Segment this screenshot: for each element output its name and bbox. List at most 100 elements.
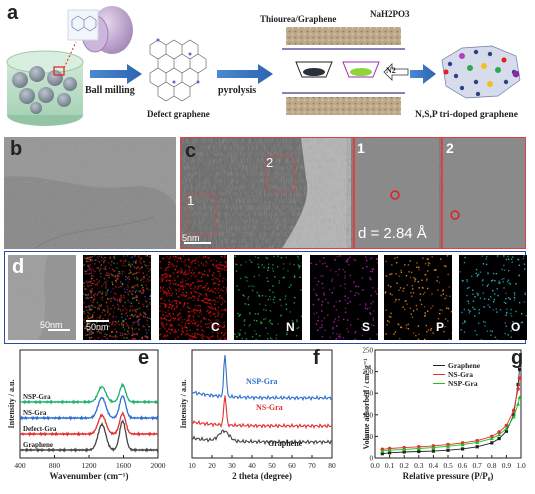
bet-point	[461, 447, 465, 451]
bet-point	[446, 444, 450, 448]
scale-bar-c: 5nm	[182, 233, 200, 243]
ball-mill-jar	[6, 41, 84, 126]
bet-line-nsp-gra	[382, 397, 520, 452]
x-tick-label: 40	[248, 461, 256, 470]
xrd-line-ns-gra	[191, 395, 333, 430]
bet-point	[497, 430, 501, 434]
y-tick-label: 150	[363, 390, 374, 398]
y-tick-label: 0	[370, 455, 374, 463]
x-tick-label: 50	[268, 461, 276, 470]
bet-point	[446, 448, 450, 452]
raman-line-defect-gra	[19, 411, 159, 437]
xrd-legend-nsp-gra: NSP-Gra	[246, 377, 278, 386]
bet-point	[416, 446, 421, 451]
bet-point	[490, 434, 494, 439]
label-n2: N2	[386, 66, 396, 75]
bet-point	[380, 452, 384, 456]
xrd-chart-f: 10 20 30 40 50 60 70 80 2 theta (degree) Intensit…	[179, 349, 336, 481]
x-axis-label: 2 theta (degree)	[232, 471, 292, 481]
y-tick-label: 100	[363, 411, 374, 419]
x-tick-label: 0.8	[487, 461, 497, 470]
panel-label-a: a	[7, 2, 19, 24]
bet-point	[497, 432, 502, 437]
bet-legend-nsp-gra: NSP-Gra	[448, 379, 478, 388]
x-tick-label: 0.3	[414, 461, 424, 470]
x-axis-label: Wavenumber (cm⁻¹)	[49, 471, 128, 481]
bet-point	[387, 448, 392, 452]
x-tick-label: 30	[228, 461, 236, 470]
label-pyrolysis: pyrolysis	[218, 85, 257, 96]
eds-label-n: N	[286, 320, 295, 334]
x-tick-label: 0.7	[473, 461, 483, 470]
raman-chart-e: 400 800 1200 1600 2000 Wavenumber (cm⁻¹) Inten…	[7, 349, 166, 481]
label-ball-milling: Ball milling	[85, 85, 135, 96]
x-tick-label: 800	[49, 461, 61, 470]
bet-point	[402, 450, 406, 454]
bet-legend-ns-gra: NS-Gra	[448, 370, 473, 379]
raman-legend-nsp-gra: NSP-Gra	[23, 393, 51, 401]
arrow-ball-milling	[90, 64, 142, 84]
x-tick-label: 60	[288, 461, 296, 470]
panel-label-c: c	[185, 140, 197, 162]
defect-graphene-lattice	[149, 38, 207, 102]
bet-point	[402, 447, 407, 451]
tem-image-b	[4, 137, 176, 249]
arrow-product	[410, 64, 436, 84]
hrtem-image-c	[180, 137, 526, 249]
bet-point	[475, 440, 480, 445]
region-label-1: 1	[187, 193, 195, 208]
eds-label-c: C	[211, 320, 220, 334]
bet-point	[512, 413, 516, 417]
x-tick-label: 0.2	[400, 461, 410, 470]
x-tick-label: 0.0	[370, 461, 380, 470]
x-tick-label: 400	[14, 461, 26, 470]
x-tick-label: 1600	[116, 461, 131, 470]
doped-graphene-sheet	[441, 45, 521, 99]
label-defect-graphene: Defect graphene	[147, 109, 210, 119]
bet-point	[380, 449, 385, 453]
milling-lid	[67, 6, 133, 54]
bet-point	[517, 376, 522, 380]
d-spacing-label: d = 2.84 Å	[358, 225, 427, 242]
x-tick-label: 2000	[151, 461, 166, 470]
zoom-label-2: 2	[446, 140, 454, 156]
label-nah2po3: NaH2PO3	[370, 9, 410, 19]
scale-bar-d1: 50nm	[40, 320, 63, 330]
x-tick-label: 70	[308, 461, 316, 470]
bet-line-ns-gra	[382, 378, 520, 450]
xrd-line-nsp-gra	[191, 355, 333, 402]
y-tick-label: 200	[363, 368, 374, 376]
eds-label-o: O	[511, 320, 521, 334]
panel-label-d: d	[12, 256, 25, 278]
panel-label-g: g	[511, 347, 524, 369]
schematic-diagram	[6, 6, 521, 126]
x-tick-label: 0.6	[458, 461, 468, 470]
bet-point	[431, 445, 436, 450]
label-thiourea-graphene: Thiourea/Graphene	[260, 14, 337, 24]
haadf-image	[8, 255, 76, 340]
bet-point	[517, 395, 522, 400]
x-tick-label: 20	[208, 461, 216, 470]
eds-map-c	[159, 255, 227, 340]
xrd-line-graphene	[191, 429, 333, 446]
xrd-legend-ns-gra: NS-Gra	[256, 403, 283, 412]
bet-point	[497, 436, 501, 441]
raman-line-nsp-gra	[19, 382, 159, 405]
bet-point	[431, 449, 435, 453]
eds-map-p	[384, 255, 452, 340]
y-axis-label: Intensity / a.u.	[179, 380, 188, 429]
region-label-2: 2	[266, 155, 274, 170]
y-axis-label: Intensity / a.u.	[7, 380, 16, 429]
bet-point	[490, 441, 494, 445]
label-product: N,S,P tri-doped graphene	[415, 110, 518, 120]
bet-point	[475, 445, 479, 449]
tube-furnace	[282, 27, 409, 115]
y-axis-label: Volume adsorbed / cm³ g⁻¹	[362, 358, 371, 450]
raman-legend-ns-gra: NS-Gra	[23, 409, 47, 417]
bet-point	[516, 402, 521, 406]
bet-point	[511, 408, 516, 413]
x-tick-label: 0.1	[385, 461, 395, 470]
eds-label-s: S	[362, 320, 371, 334]
x-axis-label: Relative pressure (P/P₀)	[403, 471, 494, 481]
panel-label-f: f	[313, 347, 320, 369]
